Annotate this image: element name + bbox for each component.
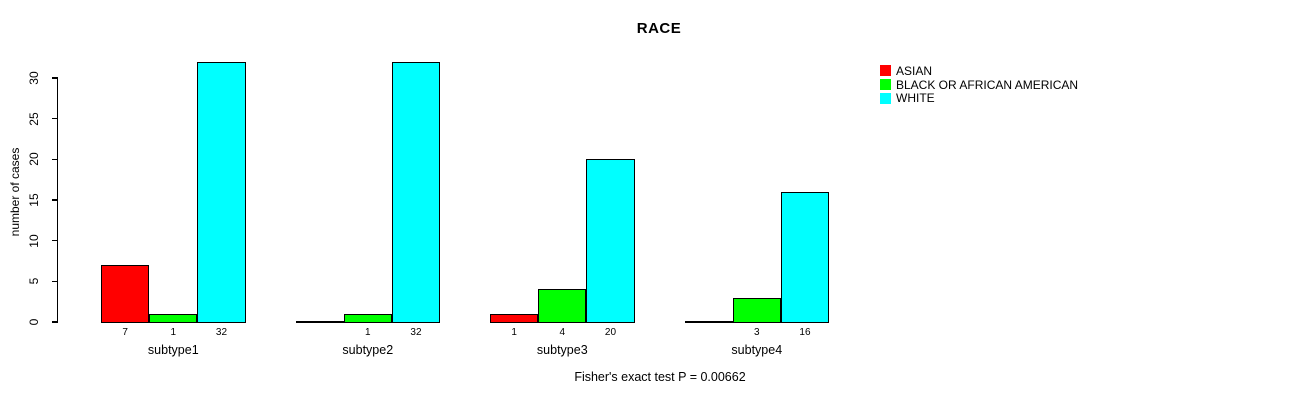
bar-white-subtype4 — [780, 191, 830, 323]
legend-swatch-icon — [880, 79, 891, 91]
y-axis-tick — [52, 280, 58, 283]
chart-title: RACE — [636, 20, 682, 37]
bar-black-or-african-american-subtype1 — [149, 313, 198, 323]
bar-value-label: 32 — [410, 327, 422, 338]
bar-black-or-african-american-subtype2 — [343, 313, 392, 323]
fisher-test-annotation: Fisher's exact test P = 0.00662 — [574, 370, 746, 384]
bar-value-label: 3 — [754, 327, 760, 338]
bar-value-label: 20 — [604, 327, 617, 338]
bar-value-label: 16 — [799, 327, 811, 338]
y-axis-tick-label: 5 — [27, 277, 41, 285]
legend-label: WHITE — [896, 91, 935, 106]
bar-white-subtype1 — [197, 61, 246, 323]
y-axis-tick — [52, 199, 58, 201]
y-axis-tick — [52, 239, 58, 242]
y-axis-tick — [52, 117, 58, 120]
y-axis-tick — [52, 321, 58, 323]
y-axis-tick-label: 15 — [27, 193, 41, 207]
y-axis-tick-label: 30 — [27, 71, 41, 85]
legend-row: ASIAN — [880, 64, 1078, 78]
legend-label: BLACK OR AFRICAN AMERICAN — [896, 77, 1079, 92]
bar-white-subtype3 — [586, 159, 635, 323]
bar-black-or-african-american-subtype3 — [538, 289, 587, 323]
bar-value-label: 7 — [122, 327, 128, 338]
legend-row: WHITE — [880, 91, 1078, 105]
y-axis-tick-label: 25 — [27, 111, 41, 126]
bar-asian-subtype1 — [101, 265, 150, 323]
bar-value-label: 1 — [511, 327, 517, 338]
y-axis-tick — [52, 158, 58, 161]
legend: ASIAN BLACK OR AFRICAN AMERICAN WHITE — [880, 64, 1078, 105]
y-axis-tick — [52, 77, 58, 79]
category-label: subtype1 — [147, 343, 199, 357]
y-axis-tick-label: 10 — [27, 233, 41, 248]
bar-black-or-african-american-subtype4 — [732, 297, 781, 323]
y-axis-tick-label: 0 — [27, 318, 41, 326]
category-label: subtype3 — [536, 343, 588, 357]
bar-value-label: 1 — [170, 327, 177, 338]
bar-value-label: 4 — [559, 327, 566, 338]
bar-white-subtype2 — [391, 61, 441, 323]
bar-value-label: 1 — [365, 327, 371, 338]
legend-label: ASIAN — [896, 63, 933, 78]
y-axis-label: number of cases — [8, 147, 22, 237]
category-label: subtype4 — [731, 343, 783, 357]
legend-swatch-icon — [880, 92, 891, 104]
bar-value-label: 32 — [215, 327, 228, 338]
y-axis-tick-label: 20 — [27, 152, 41, 167]
bar-asian-subtype3 — [490, 313, 539, 323]
legend-swatch-icon — [880, 65, 891, 77]
category-label: subtype2 — [342, 343, 394, 357]
legend-row: BLACK OR AFRICAN AMERICAN — [880, 78, 1078, 92]
